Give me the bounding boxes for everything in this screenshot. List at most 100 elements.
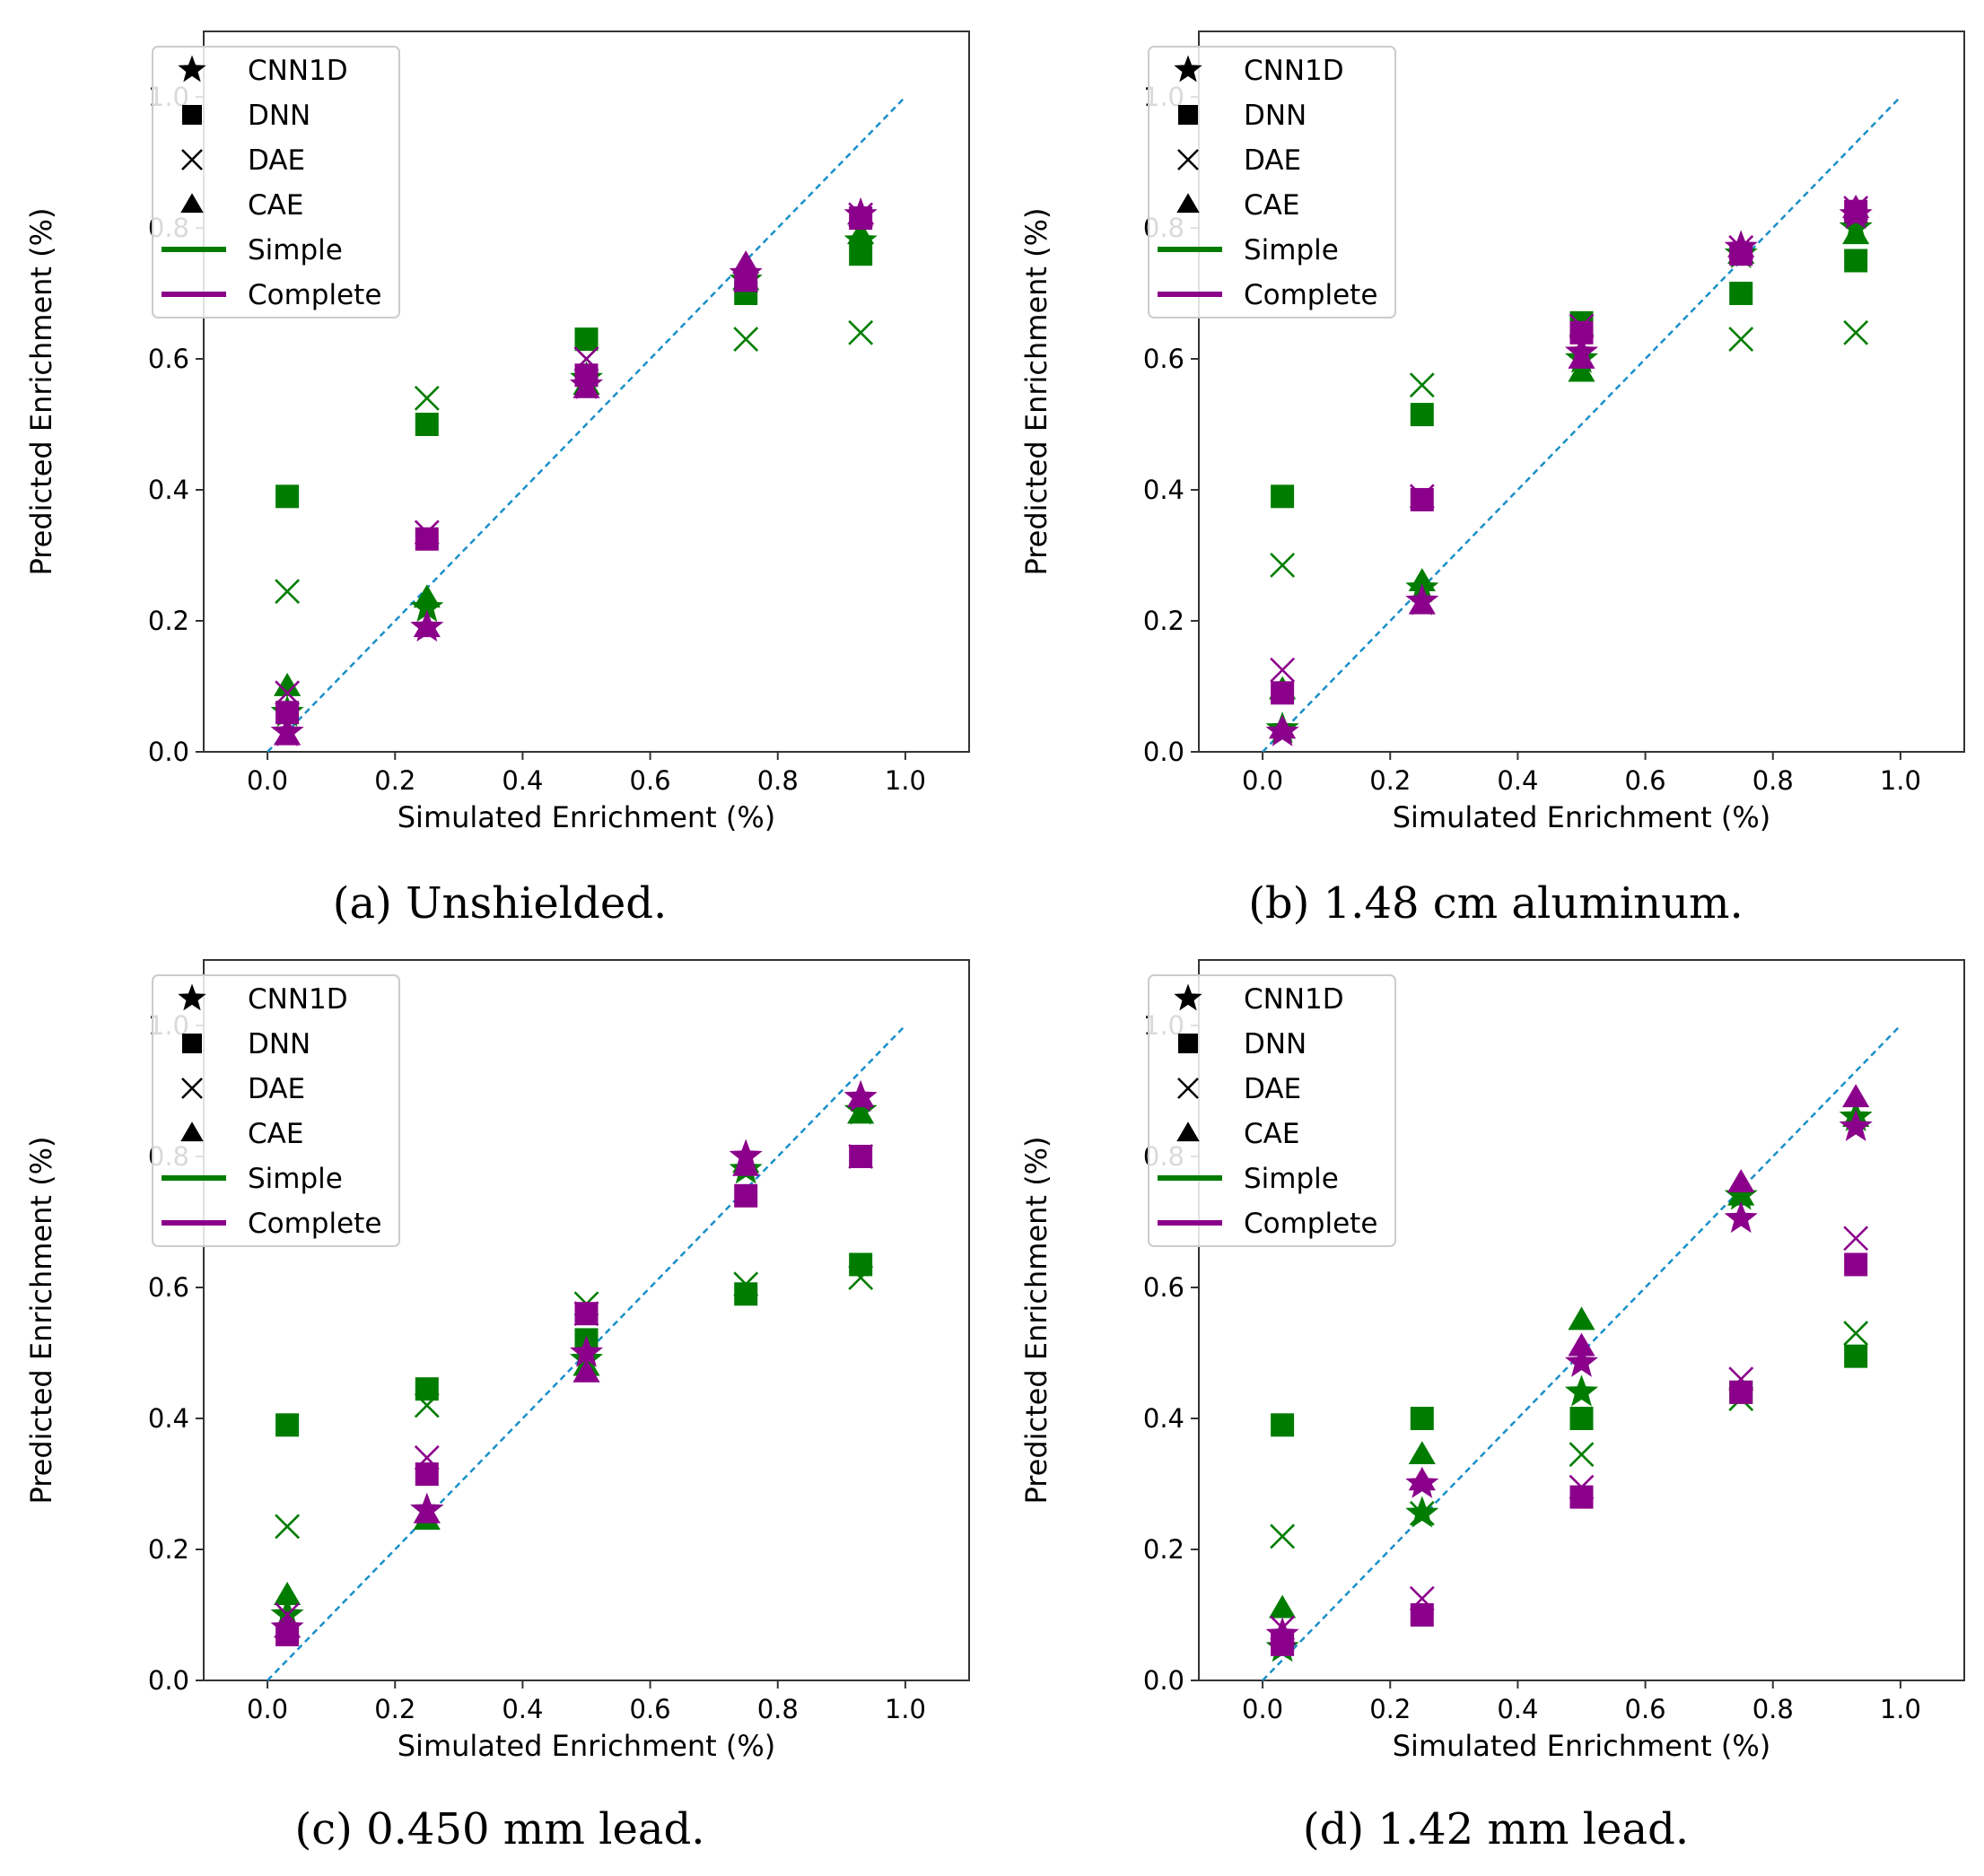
legend-label: Complete — [248, 279, 381, 311]
y-axis-label: Predicted Enrichment (%) — [24, 1136, 58, 1504]
dnn-simple-point — [1271, 1413, 1295, 1437]
x-tick-label: 0.4 — [502, 1694, 543, 1724]
cae-complete-point — [572, 1358, 600, 1383]
legend: CNN1D DNN DAE CAE Simple Complete — [1148, 46, 1396, 318]
legend-label: CAE — [1244, 189, 1299, 222]
dnn-complete-point — [1569, 1485, 1594, 1509]
dnn-simple-point — [1729, 282, 1753, 305]
y-tick-label: 0.6 — [148, 344, 189, 374]
cnn1d-complete-point — [729, 1139, 763, 1171]
cnn1d-simple-point — [1839, 210, 1873, 242]
legend-label: Simple — [1244, 234, 1339, 266]
cnn1d-complete-point — [1724, 230, 1758, 262]
legend-label: CNN1D — [1244, 55, 1344, 87]
dnn-simple-point — [1410, 403, 1434, 427]
dnn-simple-point — [415, 1377, 439, 1401]
cae-complete-point — [732, 1152, 760, 1176]
legend-box — [152, 46, 400, 318]
dae-simple-point — [1728, 327, 1754, 353]
x-tick-label: 0.6 — [1625, 765, 1666, 796]
y-tick-label: 0.2 — [148, 1534, 189, 1565]
legend-label: DNN — [1244, 1028, 1307, 1060]
legend-marker-cnn1d — [178, 983, 206, 1011]
dnn-simple-point — [1844, 249, 1868, 273]
y-tick-label: 0.2 — [1143, 1534, 1184, 1565]
legend-label: DAE — [1244, 1073, 1301, 1105]
legend-label: DNN — [248, 100, 310, 132]
legend-box — [152, 974, 400, 1247]
dnn-complete-point — [849, 1145, 873, 1168]
legend-marker-cae — [1176, 193, 1200, 214]
legend-box — [1148, 46, 1396, 318]
chart-panel-1: 0.00.20.40.60.81.00.00.20.40.60.81.0Simu… — [24, 31, 970, 929]
dae-complete-point — [1843, 1226, 1869, 1252]
legend: CNN1D DNN DAE CAE Simple Complete — [152, 974, 400, 1247]
legend-label: Simple — [248, 1163, 343, 1195]
legend-marker-cae — [1176, 1121, 1200, 1142]
legend-marker-dae — [1177, 1078, 1199, 1099]
cae-simple-point — [1269, 1594, 1297, 1619]
legend-box — [1148, 974, 1396, 1247]
legend-marker-cnn1d — [178, 55, 206, 83]
cnn1d-complete-point — [410, 609, 444, 642]
dae-simple-point — [1270, 553, 1296, 578]
cnn1d-complete-point — [569, 1335, 604, 1367]
cnn1d-complete-point — [1405, 583, 1439, 615]
x-tick-label: 1.0 — [885, 765, 926, 796]
x-tick-label: 0.6 — [1625, 1694, 1666, 1724]
dnn-complete-point — [1844, 1252, 1868, 1277]
cnn1d-complete-point — [1724, 1200, 1758, 1234]
cae-complete-point — [1727, 1169, 1755, 1193]
dae-simple-point — [414, 385, 440, 411]
x-axis-label: Simulated Enrichment (%) — [398, 1729, 776, 1763]
panel-caption: (a) Unshielded. — [333, 878, 667, 929]
legend-marker-cae — [180, 1121, 204, 1142]
y-tick-label: 0.0 — [1143, 1665, 1184, 1696]
dnn-complete-point — [734, 1183, 758, 1208]
x-tick-label: 1.0 — [1880, 1694, 1921, 1724]
dnn-simple-point — [415, 413, 439, 436]
cnn1d-complete-point — [1564, 1345, 1599, 1377]
legend-label: CNN1D — [248, 55, 348, 87]
cnn1d-complete-point — [1265, 714, 1299, 746]
legend-label: CAE — [1244, 1118, 1299, 1150]
legend-label: DNN — [1244, 100, 1307, 132]
x-axis-label: Simulated Enrichment (%) — [1393, 800, 1771, 834]
dae-complete-point — [275, 680, 301, 706]
cnn1d-complete-point — [569, 367, 604, 399]
y-axis-label: Predicted Enrichment (%) — [1019, 1136, 1053, 1504]
cnn1d-complete-point — [1265, 1617, 1299, 1649]
x-tick-label: 1.0 — [885, 1694, 926, 1724]
legend-marker-dae — [181, 149, 203, 170]
x-axis-label: Simulated Enrichment (%) — [398, 800, 776, 834]
dnn-complete-point — [415, 527, 439, 551]
cae-simple-point — [274, 672, 302, 696]
cae-simple-point — [1408, 1441, 1436, 1465]
identity-line — [267, 96, 906, 753]
identity-line — [1262, 96, 1901, 753]
x-tick-label: 0.6 — [630, 1694, 671, 1724]
y-tick-label: 0.0 — [148, 1665, 189, 1696]
legend-marker-dnn — [182, 1034, 202, 1053]
dnn-simple-point — [1271, 484, 1295, 509]
dae-simple-point — [1843, 1321, 1869, 1347]
x-tick-label: 0.2 — [374, 1694, 415, 1724]
dae-simple-point — [733, 327, 759, 353]
legend-label: Complete — [1244, 1208, 1377, 1240]
x-axis-label: Simulated Enrichment (%) — [1393, 1729, 1771, 1763]
cnn1d-complete-point — [270, 714, 304, 746]
cnn1d-complete-point — [1564, 335, 1599, 367]
legend-marker-dnn — [1178, 105, 1198, 125]
cnn1d-simple-point — [843, 223, 878, 256]
x-tick-label: 1.0 — [1880, 765, 1921, 796]
chart-panel-3: 0.00.20.40.60.81.00.00.20.40.60.81.0Simu… — [24, 959, 970, 1854]
dnn-simple-point — [1569, 1407, 1594, 1430]
x-tick-label: 0.4 — [1497, 765, 1538, 796]
cnn1d-simple-point — [1564, 1374, 1599, 1407]
x-tick-label: 0.0 — [247, 765, 288, 796]
chart-panel-4: 0.00.20.40.60.81.00.00.20.40.60.81.0Simu… — [1019, 959, 1965, 1854]
dnn-complete-point — [1410, 487, 1434, 511]
legend-label: CAE — [248, 1118, 303, 1150]
dnn-complete-point — [1410, 1603, 1434, 1627]
